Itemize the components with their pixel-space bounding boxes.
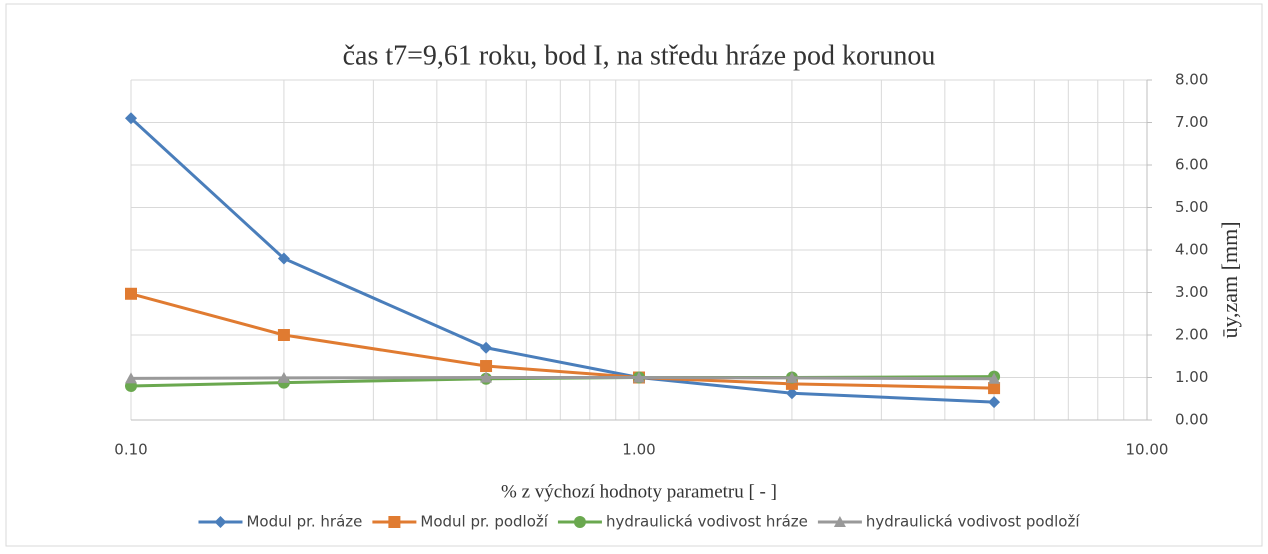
marker: [573, 516, 586, 528]
marker: [214, 516, 227, 528]
marker: [480, 360, 493, 373]
marker: [988, 372, 1001, 384]
x-tick-label: 1.00: [622, 441, 655, 459]
legend-label: hydraulická vodivost hráze: [606, 513, 808, 531]
x-tick-label: 0.10: [114, 441, 147, 459]
marker: [125, 112, 137, 125]
marker: [785, 371, 798, 383]
legend-label: hydraulická vodivost podloží: [866, 513, 1080, 531]
legend-label: Modul pr. hráze: [246, 513, 362, 531]
y-tick-label: 3.00: [1175, 283, 1208, 301]
marker: [480, 371, 493, 383]
y-tick-label: 0.00: [1175, 411, 1208, 429]
marker: [833, 516, 846, 527]
marker: [277, 371, 290, 383]
marker: [277, 252, 290, 265]
marker: [633, 371, 645, 383]
series-line: [130, 376, 995, 381]
y-tick-label: 7.00: [1175, 113, 1208, 131]
x-axis-label: % z výchozí hodnoty parametru [ - ]: [501, 481, 777, 502]
marker: [388, 516, 401, 528]
legend-label: Modul pr. podloží: [420, 513, 548, 531]
y-tick-label: 4.00: [1175, 241, 1208, 259]
series-line: [129, 117, 995, 404]
x-tick-label: 10.00: [1126, 441, 1169, 459]
chart-title: čas t7=9,61 roku, bod I, na středu hráze…: [343, 40, 936, 71]
marker: [277, 329, 290, 341]
y-tick-label: 6.00: [1175, 156, 1208, 174]
series-line: [130, 292, 995, 390]
y-tick-label: 5.00: [1175, 198, 1208, 216]
y-tick-label: 1.00: [1175, 368, 1208, 386]
marker: [480, 341, 493, 354]
marker: [125, 287, 137, 300]
marker: [988, 396, 1001, 409]
legend: Modul pr. hráze Modul pr. podloží hydrauli…: [198, 513, 1080, 531]
marker: [988, 382, 1001, 395]
marker: [125, 372, 137, 384]
y-tick-label: 8.00: [1175, 71, 1208, 89]
chart-border: [5, 3, 1263, 547]
y-tick-label: 2.00: [1175, 326, 1208, 344]
y-axis-label: ūy,zam [mm]: [1217, 221, 1242, 338]
marker: [785, 387, 798, 400]
